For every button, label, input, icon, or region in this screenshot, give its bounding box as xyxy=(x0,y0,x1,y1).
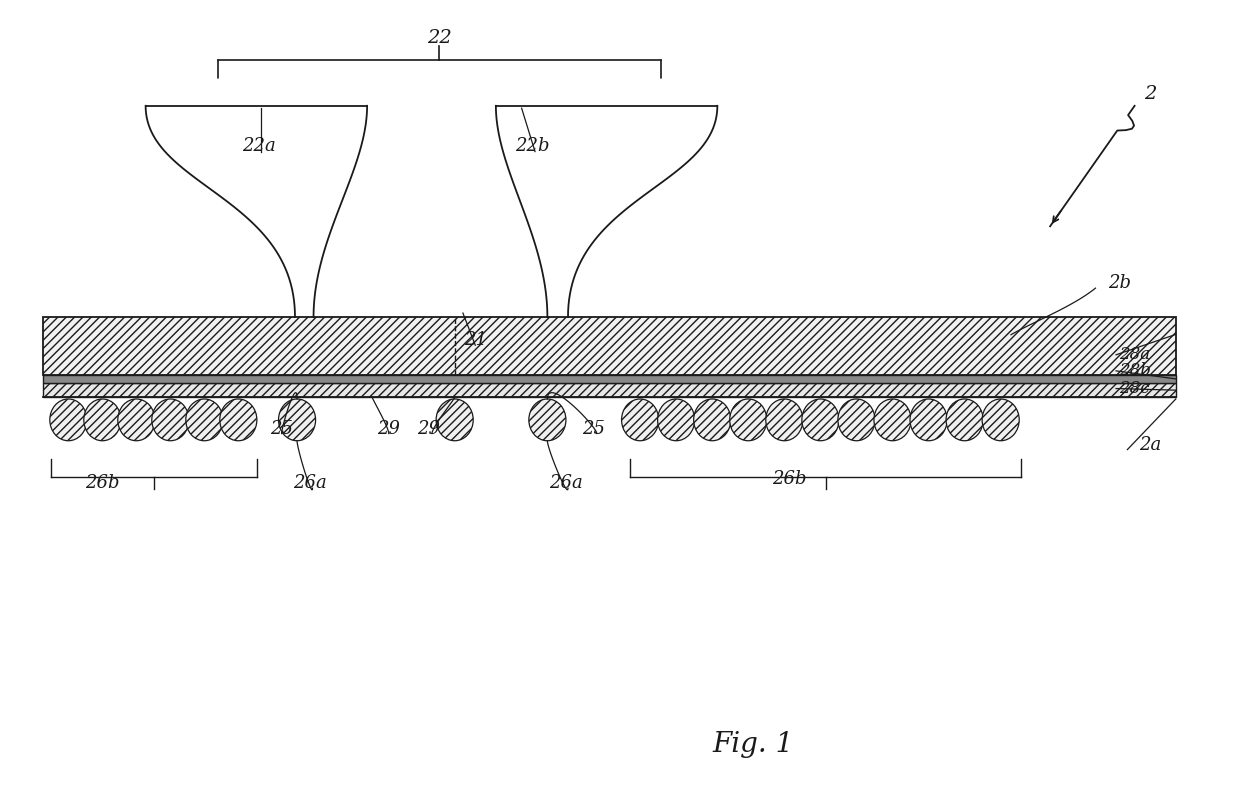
Ellipse shape xyxy=(730,399,767,441)
Bar xyxy=(42,375,1176,383)
Text: 26a: 26a xyxy=(549,474,582,492)
Text: 25: 25 xyxy=(582,420,605,438)
Ellipse shape xyxy=(529,399,566,441)
Ellipse shape xyxy=(279,399,316,441)
Text: 29: 29 xyxy=(418,420,440,438)
Ellipse shape xyxy=(622,399,659,441)
Ellipse shape xyxy=(50,399,87,441)
Text: 22: 22 xyxy=(427,28,451,47)
Ellipse shape xyxy=(658,399,695,441)
Ellipse shape xyxy=(118,399,155,441)
Bar xyxy=(42,383,1176,397)
Text: 28c: 28c xyxy=(1119,380,1150,397)
Ellipse shape xyxy=(909,399,947,441)
Text: 28a: 28a xyxy=(1119,347,1150,364)
Text: Fig. 1: Fig. 1 xyxy=(712,731,794,758)
Text: 2a: 2a xyxy=(1139,436,1161,454)
Text: 2: 2 xyxy=(1144,85,1156,102)
Text: 26b: 26b xyxy=(772,471,807,488)
Ellipse shape xyxy=(802,399,839,441)
Ellipse shape xyxy=(186,399,223,441)
Text: 26a: 26a xyxy=(294,474,327,492)
Text: 29: 29 xyxy=(377,420,400,438)
Text: 25: 25 xyxy=(270,420,294,438)
Ellipse shape xyxy=(152,399,188,441)
Ellipse shape xyxy=(436,399,473,441)
Ellipse shape xyxy=(838,399,875,441)
Text: 2b: 2b xyxy=(1108,273,1131,292)
Bar xyxy=(42,317,1176,375)
Text: 22b: 22b xyxy=(514,137,549,155)
Ellipse shape xyxy=(873,399,911,441)
Text: 28b: 28b xyxy=(1119,363,1151,380)
Ellipse shape xyxy=(84,399,121,441)
Text: 22a: 22a xyxy=(242,137,276,155)
Ellipse shape xyxy=(983,399,1020,441)
Ellipse shape xyxy=(219,399,256,441)
Ellipse shape xyxy=(766,399,803,441)
Text: 26b: 26b xyxy=(85,474,120,492)
Ellipse shape xyxy=(694,399,731,441)
Text: 21: 21 xyxy=(463,331,487,349)
Ellipse shape xyxy=(947,399,984,441)
